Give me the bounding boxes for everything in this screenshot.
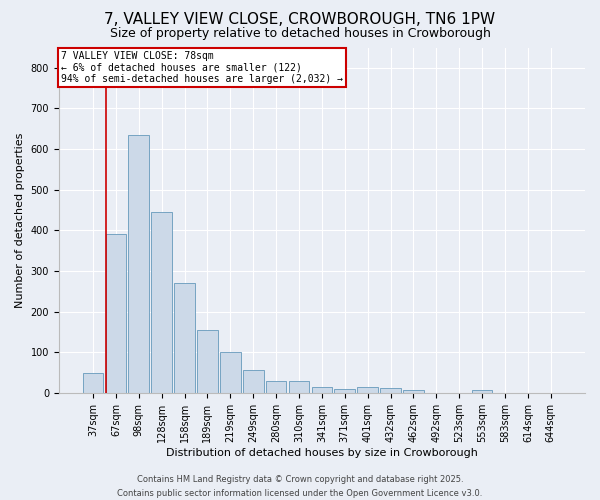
Bar xyxy=(266,380,286,393)
Text: 7, VALLEY VIEW CLOSE, CROWBOROUGH, TN6 1PW: 7, VALLEY VIEW CLOSE, CROWBOROUGH, TN6 1… xyxy=(104,12,496,28)
Bar xyxy=(358,387,378,393)
Bar xyxy=(403,390,424,393)
Bar xyxy=(174,283,195,393)
Bar xyxy=(472,390,493,393)
Bar xyxy=(311,387,332,393)
Bar xyxy=(151,212,172,393)
Y-axis label: Number of detached properties: Number of detached properties xyxy=(15,132,25,308)
Text: 7 VALLEY VIEW CLOSE: 78sqm
← 6% of detached houses are smaller (122)
94% of semi: 7 VALLEY VIEW CLOSE: 78sqm ← 6% of detac… xyxy=(61,51,343,84)
Bar xyxy=(128,135,149,393)
Text: Size of property relative to detached houses in Crowborough: Size of property relative to detached ho… xyxy=(110,28,490,40)
Bar xyxy=(197,330,218,393)
Bar xyxy=(243,370,263,393)
Bar xyxy=(106,234,126,393)
Bar xyxy=(334,389,355,393)
Text: Contains HM Land Registry data © Crown copyright and database right 2025.
Contai: Contains HM Land Registry data © Crown c… xyxy=(118,476,482,498)
Bar xyxy=(380,388,401,393)
X-axis label: Distribution of detached houses by size in Crowborough: Distribution of detached houses by size … xyxy=(166,448,478,458)
Bar xyxy=(289,380,309,393)
Bar xyxy=(220,352,241,393)
Bar xyxy=(83,372,103,393)
